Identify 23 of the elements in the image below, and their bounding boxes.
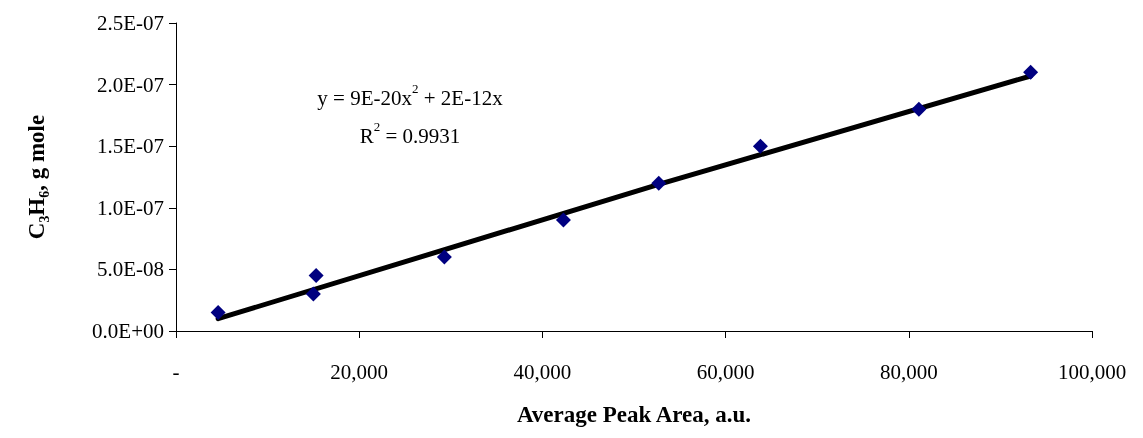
x-tick-label: - (172, 359, 180, 384)
x-tick-label: 40,000 (513, 359, 572, 384)
point (752, 138, 768, 154)
y-tick-label: 5.0E-08 (96, 257, 164, 282)
point (555, 212, 571, 228)
point (1023, 64, 1039, 80)
point (305, 286, 321, 302)
point (911, 101, 927, 117)
point (651, 175, 667, 191)
y-tick-label: 0.0E+00 (92, 319, 164, 343)
y-tick-label: 2.5E-07 (96, 11, 164, 35)
y-tick-label: 1.5E-07 (96, 134, 164, 159)
y-tick-label: 2.0E-07 (96, 72, 164, 97)
x-tick-label: 80,000 (879, 359, 938, 384)
point (436, 249, 452, 265)
point (308, 268, 324, 284)
x-axis-title: Average Peak Area, a.u. (516, 402, 752, 427)
y-axis-title: C₃H₆, g mole (24, 114, 49, 240)
point (210, 305, 226, 321)
x-tick-label: 100,000 (1057, 359, 1127, 384)
x-tick-label: 60,000 (696, 359, 755, 384)
y-tick-label: 1.0E-07 (96, 195, 164, 220)
x-tick-label: 20,000 (330, 359, 389, 384)
